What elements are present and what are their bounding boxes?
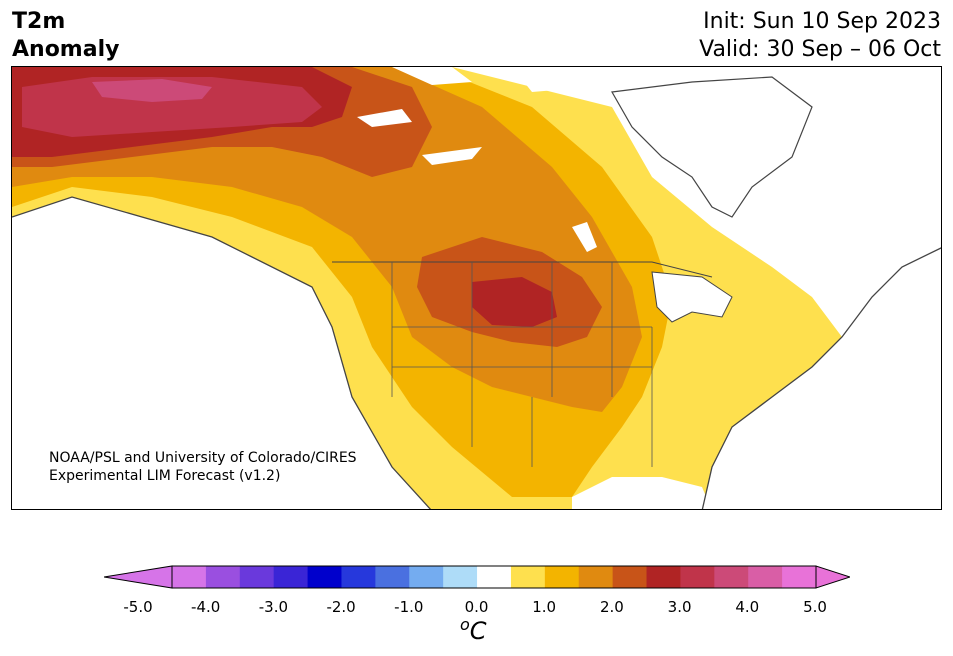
colorbar-tick-label: 4.0 xyxy=(735,598,760,616)
us-canada-border xyxy=(332,261,713,278)
anomaly-band-c6 xyxy=(22,77,322,137)
great-lakes xyxy=(651,271,733,323)
map-title: T2m Anomaly xyxy=(12,8,119,64)
colorbar-tick-label: 3.0 xyxy=(667,598,692,616)
colorbar-tick-label: 2.0 xyxy=(599,598,624,616)
gulf-of-mexico xyxy=(572,477,712,509)
colorbar-tick-label: 0.0 xyxy=(464,598,489,616)
forecast-dates: Init: Sun 10 Sep 2023 Valid: 30 Sep – 06… xyxy=(699,8,941,64)
title-line-2: Anomaly xyxy=(12,37,120,62)
unit-base: C xyxy=(469,617,487,645)
colorbar-cell xyxy=(341,566,376,588)
colorbar-tick-label: -5.0 xyxy=(123,598,153,616)
colorbar-tick-label: -3.0 xyxy=(258,598,289,616)
colorbar-cell xyxy=(544,566,580,588)
coastline xyxy=(12,196,941,509)
anomaly-band-c7 xyxy=(92,79,212,102)
colorbar-cell xyxy=(612,566,648,588)
colorbar-cell xyxy=(443,566,478,588)
pacific-ocean xyxy=(12,197,431,509)
colorbar-cell xyxy=(714,566,749,588)
map-svg xyxy=(12,67,941,509)
colorbar-under-arrow xyxy=(104,565,173,589)
colorbar-cells xyxy=(172,566,817,588)
colorbar-cell xyxy=(273,566,309,588)
colorbar-over-arrow xyxy=(815,565,850,589)
credit-line-2: Experimental LIM Forecast (v1.2) xyxy=(49,468,281,484)
colorbar-cell xyxy=(307,566,342,588)
arctic-water xyxy=(392,67,592,92)
valid-dates: Valid: 30 Sep – 06 Oct xyxy=(699,37,941,62)
colorbar-cell xyxy=(782,566,817,588)
colorbar-cell xyxy=(172,566,207,588)
anomaly-map xyxy=(11,66,942,510)
colorbar-cell xyxy=(375,566,410,588)
colorbar-cell xyxy=(205,566,241,588)
colorbar xyxy=(104,565,850,589)
credit-line-1: NOAA/PSL and University of Colorado/CIRE… xyxy=(49,450,357,466)
colorbar-unit: oC xyxy=(460,615,487,645)
colorbar-cell xyxy=(748,566,783,588)
title-line-1: T2m xyxy=(12,9,66,34)
colorbar-cell xyxy=(239,566,275,588)
colorbar-tick-label: -4.0 xyxy=(191,598,221,616)
colorbar-tick-label: -1.0 xyxy=(394,598,424,616)
colorbar-cell xyxy=(510,566,546,588)
state-borders xyxy=(391,262,653,467)
unit-superscript: o xyxy=(460,615,470,634)
hudson-bay xyxy=(611,76,813,218)
init-date: Init: Sun 10 Sep 2023 xyxy=(703,9,941,34)
colorbar-tick-label: -2.0 xyxy=(326,598,356,616)
colorbar-cell xyxy=(578,566,614,588)
colorbar-cell xyxy=(646,566,681,588)
colorbar-cell xyxy=(680,566,715,588)
colorbar-tick-label: 1.0 xyxy=(532,598,557,616)
colorbar-cell xyxy=(409,566,444,588)
great-bear-lake xyxy=(357,109,412,127)
data-credit: NOAA/PSL and University of Colorado/CIRE… xyxy=(49,449,357,485)
colorbar-cell xyxy=(477,566,512,588)
atlantic-ocean xyxy=(702,247,941,509)
colorbar-tick-label: 5.0 xyxy=(803,598,827,616)
great-slave-lake xyxy=(422,147,482,165)
lake-winnipeg xyxy=(572,222,597,252)
colorbar-outline xyxy=(171,565,817,589)
